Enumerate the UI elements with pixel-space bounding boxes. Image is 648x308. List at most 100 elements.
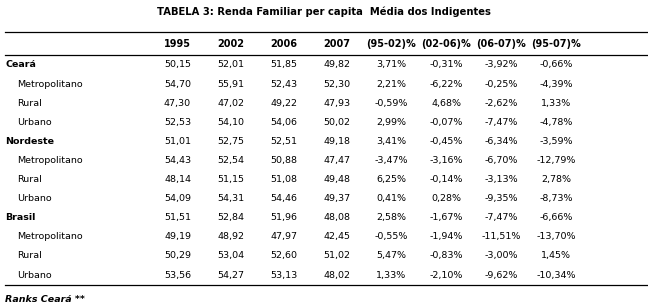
Text: 53,13: 53,13 (270, 270, 297, 280)
Text: (95-07)%: (95-07)% (531, 39, 581, 49)
Text: 3,41%: 3,41% (376, 137, 406, 146)
Text: 2006: 2006 (270, 39, 297, 49)
Text: 52,01: 52,01 (217, 60, 244, 70)
Text: 54,31: 54,31 (217, 194, 244, 203)
Text: -4,78%: -4,78% (540, 118, 573, 127)
Text: Metropolitano: Metropolitano (17, 79, 82, 89)
Text: -0,25%: -0,25% (485, 79, 518, 89)
Text: Ceará: Ceará (5, 60, 36, 70)
Text: 52,30: 52,30 (323, 79, 351, 89)
Text: (02-06)%: (02-06)% (421, 39, 471, 49)
Text: -12,79%: -12,79% (537, 156, 576, 165)
Text: Ranks Ceará **: Ranks Ceará ** (5, 295, 85, 304)
Text: Brasil: Brasil (5, 213, 36, 222)
Text: 48,08: 48,08 (323, 213, 351, 222)
Text: 54,09: 54,09 (164, 194, 191, 203)
Text: 54,27: 54,27 (217, 270, 244, 280)
Text: 48,14: 48,14 (164, 175, 191, 184)
Text: 1,45%: 1,45% (541, 251, 572, 261)
Text: 2007: 2007 (323, 39, 351, 49)
Text: -9,62%: -9,62% (485, 270, 518, 280)
Text: Rural: Rural (17, 99, 41, 108)
Text: Nordeste: Nordeste (5, 137, 54, 146)
Text: 3,71%: 3,71% (376, 60, 406, 70)
Text: 1,33%: 1,33% (376, 270, 406, 280)
Text: -3,47%: -3,47% (375, 156, 408, 165)
Text: 52,53: 52,53 (164, 118, 191, 127)
Text: 50,15: 50,15 (164, 60, 191, 70)
Text: Urbano: Urbano (17, 118, 51, 127)
Text: 53,56: 53,56 (164, 270, 191, 280)
Text: 52,75: 52,75 (217, 137, 244, 146)
Text: -1,67%: -1,67% (430, 213, 463, 222)
Text: -6,66%: -6,66% (540, 213, 573, 222)
Text: 51,51: 51,51 (164, 213, 191, 222)
Text: 2,78%: 2,78% (541, 175, 572, 184)
Text: -0,14%: -0,14% (430, 175, 463, 184)
Text: 47,47: 47,47 (323, 156, 351, 165)
Text: -9,35%: -9,35% (485, 194, 518, 203)
Text: 48,92: 48,92 (217, 232, 244, 241)
Text: 6,25%: 6,25% (376, 175, 406, 184)
Text: 49,19: 49,19 (164, 232, 191, 241)
Text: 2002: 2002 (217, 39, 244, 49)
Text: 51,85: 51,85 (270, 60, 297, 70)
Text: 53,04: 53,04 (217, 251, 244, 261)
Text: 42,45: 42,45 (323, 232, 351, 241)
Text: 49,22: 49,22 (270, 99, 297, 108)
Text: 54,46: 54,46 (270, 194, 297, 203)
Text: 49,82: 49,82 (323, 60, 351, 70)
Text: 54,10: 54,10 (217, 118, 244, 127)
Text: -8,73%: -8,73% (540, 194, 573, 203)
Text: 0,28%: 0,28% (431, 194, 461, 203)
Text: Urbano: Urbano (17, 194, 51, 203)
Text: 4,68%: 4,68% (431, 99, 461, 108)
Text: -0,31%: -0,31% (430, 60, 463, 70)
Text: -0,66%: -0,66% (540, 60, 573, 70)
Text: -3,13%: -3,13% (485, 175, 518, 184)
Text: 54,70: 54,70 (164, 79, 191, 89)
Text: -7,47%: -7,47% (485, 213, 518, 222)
Text: 51,96: 51,96 (270, 213, 297, 222)
Text: 47,30: 47,30 (164, 99, 191, 108)
Text: -0,07%: -0,07% (430, 118, 463, 127)
Text: 52,60: 52,60 (270, 251, 297, 261)
Text: 52,51: 52,51 (270, 137, 297, 146)
Text: 54,43: 54,43 (164, 156, 191, 165)
Text: -0,83%: -0,83% (430, 251, 463, 261)
Text: 1,33%: 1,33% (541, 99, 572, 108)
Text: 5,47%: 5,47% (376, 251, 406, 261)
Text: 51,01: 51,01 (164, 137, 191, 146)
Text: -1,94%: -1,94% (430, 232, 463, 241)
Text: 49,48: 49,48 (323, 175, 351, 184)
Text: (95-02)%: (95-02)% (366, 39, 416, 49)
Text: Metropolitano: Metropolitano (17, 156, 82, 165)
Text: 51,02: 51,02 (323, 251, 351, 261)
Text: -6,22%: -6,22% (430, 79, 463, 89)
Text: -11,51%: -11,51% (481, 232, 521, 241)
Text: 2,58%: 2,58% (376, 213, 406, 222)
Text: 0,41%: 0,41% (376, 194, 406, 203)
Text: -6,34%: -6,34% (485, 137, 518, 146)
Text: -13,70%: -13,70% (537, 232, 576, 241)
Text: 2,21%: 2,21% (376, 79, 406, 89)
Text: Metropolitano: Metropolitano (17, 232, 82, 241)
Text: -3,59%: -3,59% (540, 137, 573, 146)
Text: -3,00%: -3,00% (485, 251, 518, 261)
Text: -2,10%: -2,10% (430, 270, 463, 280)
Text: 50,88: 50,88 (270, 156, 297, 165)
Text: (06-07)%: (06-07)% (476, 39, 526, 49)
Text: 48,02: 48,02 (323, 270, 351, 280)
Text: TABELA 3: Renda Familiar per capita  Média dos Indigentes: TABELA 3: Renda Familiar per capita Médi… (157, 7, 491, 17)
Text: 47,97: 47,97 (270, 232, 297, 241)
Text: 1995: 1995 (164, 39, 191, 49)
Text: Rural: Rural (17, 251, 41, 261)
Text: -0,59%: -0,59% (375, 99, 408, 108)
Text: Rural: Rural (17, 175, 41, 184)
Text: 51,08: 51,08 (270, 175, 297, 184)
Text: -3,16%: -3,16% (430, 156, 463, 165)
Text: 49,37: 49,37 (323, 194, 351, 203)
Text: -4,39%: -4,39% (540, 79, 573, 89)
Text: 55,91: 55,91 (217, 79, 244, 89)
Text: 52,84: 52,84 (217, 213, 244, 222)
